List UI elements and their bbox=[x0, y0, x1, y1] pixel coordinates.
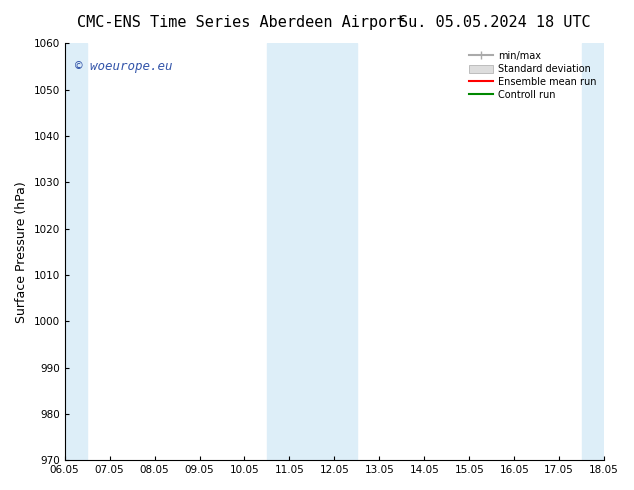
Legend: min/max, Standard deviation, Ensemble mean run, Controll run: min/max, Standard deviation, Ensemble me… bbox=[466, 49, 599, 103]
Bar bbox=[581, 44, 604, 460]
Bar bbox=[267, 44, 357, 460]
Text: Su. 05.05.2024 18 UTC: Su. 05.05.2024 18 UTC bbox=[399, 15, 590, 30]
Text: © woeurope.eu: © woeurope.eu bbox=[75, 60, 173, 73]
Y-axis label: Surface Pressure (hPa): Surface Pressure (hPa) bbox=[15, 181, 28, 323]
Text: CMC-ENS Time Series Aberdeen Airport: CMC-ENS Time Series Aberdeen Airport bbox=[77, 15, 405, 30]
Bar bbox=[65, 44, 87, 460]
